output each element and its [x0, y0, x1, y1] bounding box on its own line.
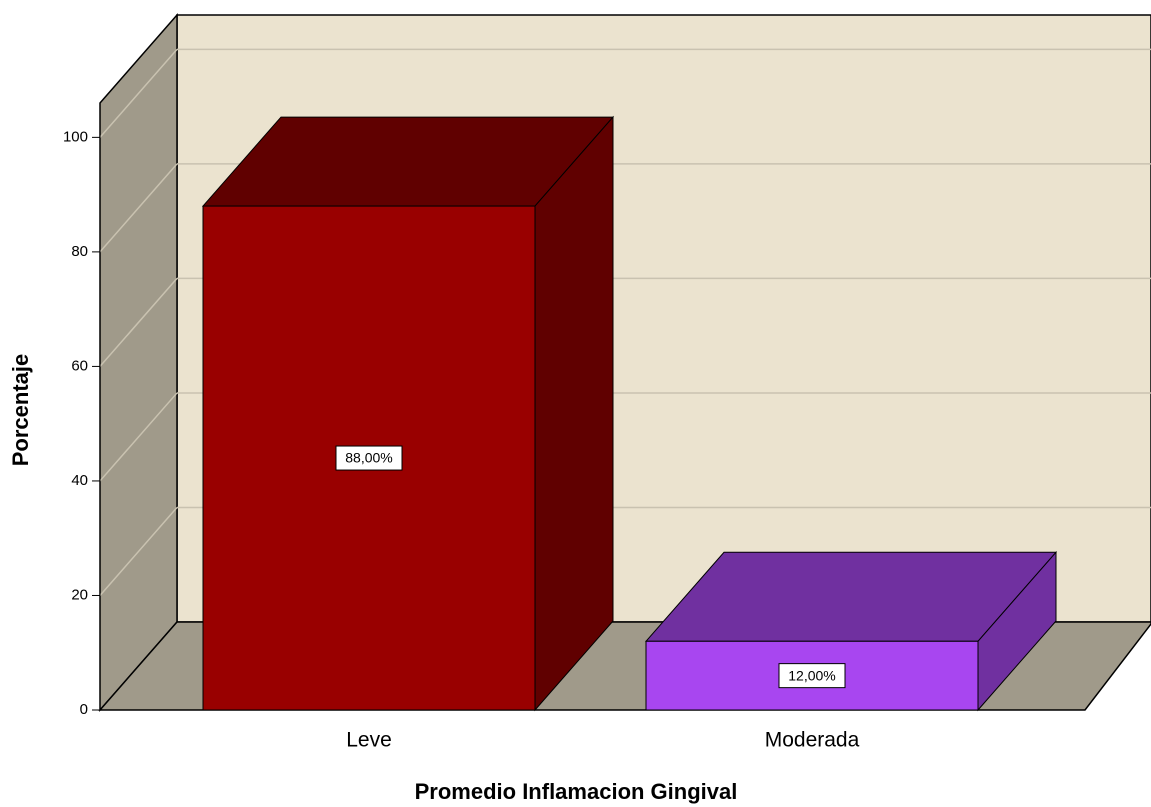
y-tick-label: 80: [71, 243, 88, 260]
x-axis-title: Promedio Inflamacion Gingival: [415, 779, 738, 804]
y-tick-label: 60: [71, 357, 88, 374]
data-label-box: [778, 663, 846, 689]
bar: 88,00%: [201, 115, 615, 712]
y-axis-title: Porcentaje: [8, 354, 33, 467]
y-tick-label: 40: [71, 472, 88, 489]
bar: 12,00%: [644, 550, 1058, 712]
grid-line: [99, 48, 178, 138]
grid-line: [99, 506, 178, 596]
y-tick-label: 0: [80, 701, 88, 718]
grid-line: [99, 163, 178, 253]
bar-side: [534, 115, 614, 712]
y-tick-label: 20: [71, 586, 88, 603]
data-label-box: [335, 445, 403, 471]
grid-line: [99, 277, 178, 367]
side-wall: [99, 13, 178, 712]
data-label: 12,00%: [788, 667, 835, 683]
y-tick-label: 100: [63, 128, 88, 145]
data-label: 88,00%: [345, 450, 392, 466]
grid-line: [99, 392, 178, 482]
x-tick-label: Leve: [346, 729, 392, 752]
x-tick-label: Moderada: [765, 729, 860, 752]
